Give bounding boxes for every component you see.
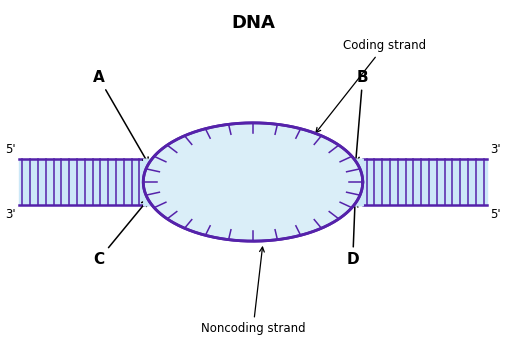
Text: 3': 3' [489,143,499,156]
Text: 3': 3' [6,208,16,221]
Text: Noncoding strand: Noncoding strand [200,247,305,336]
Ellipse shape [143,123,362,241]
Text: B: B [352,70,368,163]
Text: C: C [92,200,147,268]
Text: Coding strand: Coding strand [315,39,425,132]
Text: DNA: DNA [231,13,274,32]
Text: A: A [92,70,148,164]
Text: D: D [346,201,359,268]
Text: 5': 5' [489,208,499,221]
Text: 5': 5' [6,143,16,156]
